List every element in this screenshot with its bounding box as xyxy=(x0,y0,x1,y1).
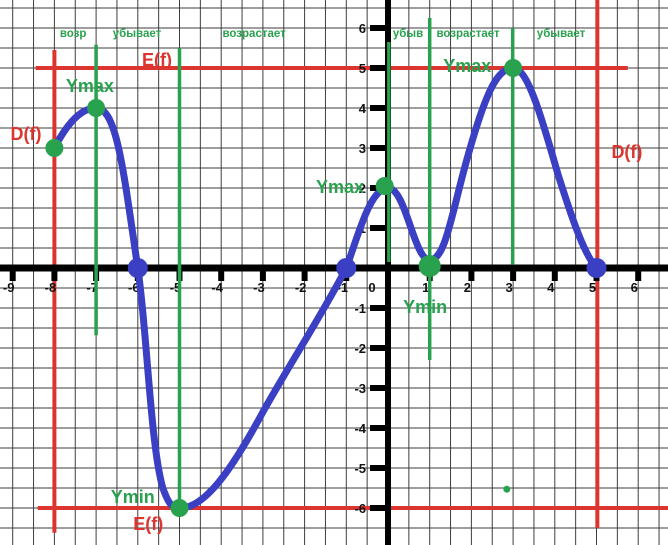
range-label-bottom: E(f) xyxy=(133,514,163,534)
range-label-top: E(f) xyxy=(142,50,172,70)
marker-dots-layer xyxy=(45,59,607,517)
ymax-label-2: Ymax xyxy=(316,177,364,197)
y-tick-label: 6 xyxy=(359,21,366,36)
x-tick-label: -5 xyxy=(170,280,182,295)
extremum-point-dot xyxy=(87,99,106,117)
zero-point-dot xyxy=(336,258,357,278)
extremum-point-dot xyxy=(418,255,441,277)
x-tick-label: -1 xyxy=(337,280,349,295)
y-tick-label: -5 xyxy=(354,461,366,476)
x-tick-label: 2 xyxy=(464,280,471,295)
interval-label-2: убывает xyxy=(113,28,162,40)
y-tick-label: -4 xyxy=(354,421,366,436)
x-tick-label: -8 xyxy=(45,280,57,295)
ymin-label-2: Ymin xyxy=(403,297,447,317)
x-tick-label: -7 xyxy=(86,280,98,295)
x-tick-label: 4 xyxy=(547,280,555,295)
extremum-point-dot xyxy=(504,59,523,77)
x-tick-label: 0 xyxy=(368,280,375,295)
x-tick-label: 6 xyxy=(631,280,638,295)
y-tick-label: -1 xyxy=(354,301,366,316)
y-tick-label: 2 xyxy=(359,181,366,196)
x-tick-label: -3 xyxy=(253,280,265,295)
y-tick-label: -3 xyxy=(354,381,366,396)
interval-label-6: убывает xyxy=(537,28,586,40)
ymax-label-3: Ymax xyxy=(443,56,491,76)
zero-point-dot xyxy=(127,258,148,278)
interval-label-4: убыв xyxy=(393,28,423,40)
y-tick-label: 4 xyxy=(359,101,367,116)
extremum-point-dot xyxy=(45,139,64,157)
x-tick-label: 5 xyxy=(589,280,596,295)
x-tick-label: -2 xyxy=(295,280,307,295)
domain-label-left: D(f) xyxy=(11,124,42,144)
annotations-layer: Ymax Ymax Ymax Ymin Ymin D(f) D(f) E(f) E(f) возр… xyxy=(11,28,643,534)
ymin-label-1: Ymin xyxy=(111,487,155,507)
x-tick-label: 3 xyxy=(505,280,512,295)
extremum-point-dot xyxy=(170,499,189,517)
y-tick-label: 5 xyxy=(359,61,366,76)
x-tick-label: -4 xyxy=(211,280,223,295)
x-tick-label: -6 xyxy=(128,280,140,295)
y-tick-label: -2 xyxy=(354,341,366,356)
domain-label-right: D(f) xyxy=(611,142,642,162)
x-tick-label: 1 xyxy=(422,280,429,295)
extremum-point-dot xyxy=(503,485,511,493)
interval-label-1: возр xyxy=(60,28,87,40)
y-tick-label: 3 xyxy=(359,141,366,156)
x-tick-label: -9 xyxy=(3,280,15,295)
y-tick-label: -6 xyxy=(354,501,366,516)
extremum-point-dot xyxy=(375,177,394,195)
zero-point-dot xyxy=(586,258,607,278)
interval-label-3: возрастает xyxy=(223,28,287,40)
interval-label-5: возрастает xyxy=(436,28,500,40)
ymax-label-1: Ymax xyxy=(66,76,114,96)
